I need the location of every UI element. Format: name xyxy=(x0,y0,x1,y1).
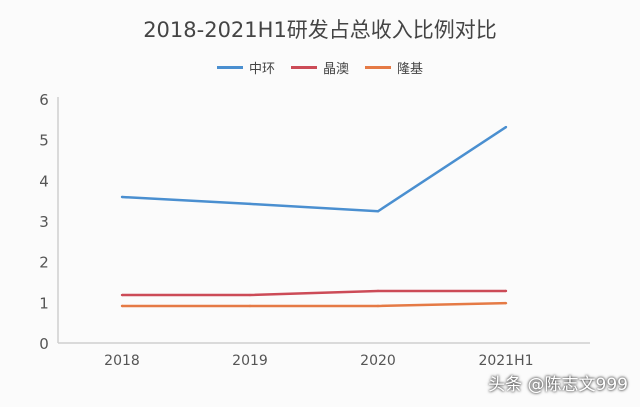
legend-label: 隆基 xyxy=(397,62,424,77)
legend-item: 晶澳 xyxy=(290,58,349,77)
legend-label: 晶澳 xyxy=(322,62,349,77)
data-point xyxy=(504,289,508,293)
x-tick-label: 2018 xyxy=(104,353,140,369)
legend-item: 隆基 xyxy=(365,58,423,77)
watermark: 头条 @陈志文999 xyxy=(488,375,628,395)
y-tick-label: 0 xyxy=(39,335,49,353)
data-point xyxy=(248,202,252,206)
series-line-晶澳 xyxy=(122,289,506,297)
series-line-中环 xyxy=(121,126,507,213)
legend-swatch xyxy=(365,66,391,69)
x-tick-label: 2020 xyxy=(360,353,396,369)
data-point xyxy=(120,304,124,308)
data-point xyxy=(248,304,252,308)
y-tick-label: 5 xyxy=(39,132,49,150)
legend-swatch xyxy=(290,66,317,69)
legend-label: 中环 xyxy=(248,62,275,77)
y-tick-label: 6 xyxy=(39,91,49,109)
legend: 中环 晶澳 隆基 xyxy=(0,58,640,77)
y-tick-label: 4 xyxy=(39,172,49,190)
x-tick-label: 2019 xyxy=(232,353,268,369)
data-point xyxy=(248,293,252,297)
legend-item: 中环 xyxy=(216,58,275,77)
x-tick-label: 2021H1 xyxy=(478,353,533,369)
data-point xyxy=(504,301,508,305)
data-point xyxy=(120,195,124,199)
y-tick-label: 2 xyxy=(39,254,49,272)
chart-title: 2018-2021H1研发占总收入比例对比 xyxy=(143,18,497,42)
series-line-隆基 xyxy=(122,301,507,308)
data-point xyxy=(376,210,380,213)
data-point xyxy=(376,289,380,293)
data-point xyxy=(120,293,124,297)
y-tick-label: 1 xyxy=(39,294,49,312)
data-point xyxy=(504,125,508,129)
legend-swatch xyxy=(216,66,243,69)
y-tick-label: 3 xyxy=(39,213,49,231)
data-point xyxy=(376,304,380,308)
